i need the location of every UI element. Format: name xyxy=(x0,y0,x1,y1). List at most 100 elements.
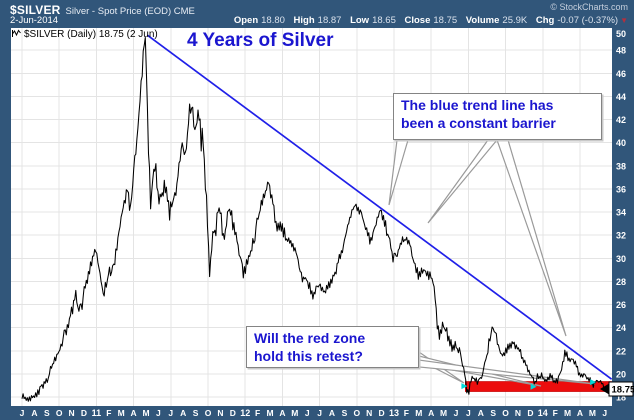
x-axis-label: J xyxy=(466,408,471,418)
x-axis-label: S xyxy=(490,408,496,418)
low-value: 18.65 xyxy=(372,15,396,26)
x-axis-label: J xyxy=(602,408,607,418)
redzone-callout-line2: hold this retest? xyxy=(254,348,363,365)
x-axis-label: A xyxy=(180,408,186,418)
chart-style-icon xyxy=(12,29,21,41)
quote-row: Open 18.80 High 18.87 Low 18.65 Close 18.75 … xyxy=(228,15,628,26)
trendline-callout: The blue trend line has been a constant … xyxy=(393,93,602,140)
x-axis-label: M xyxy=(440,408,447,418)
x-axis-label: M xyxy=(266,408,273,418)
volume-label: Volume xyxy=(465,15,500,26)
x-axis-label: N xyxy=(69,408,75,418)
y-axis-label: 22 xyxy=(616,346,626,356)
copyright-text: © StockCharts.com xyxy=(550,2,628,12)
x-axis-label: M xyxy=(564,408,571,418)
instrument-label: $SILVER (Daily) 18.75 (2 Jun) xyxy=(12,29,158,41)
x-axis-label: A xyxy=(577,408,583,418)
x-axis-label: J xyxy=(168,408,173,418)
x-axis-label: O xyxy=(502,408,509,418)
x-axis-label: A xyxy=(478,408,484,418)
y-axis-label: 42 xyxy=(616,115,626,125)
x-axis-label: 13 xyxy=(389,408,399,418)
ticker-description: Silver - Spot Price (EOD) CME xyxy=(65,6,195,17)
trendline-callout-line1: The blue trend line has xyxy=(401,97,554,113)
y-axis-label: 40 xyxy=(616,138,626,148)
x-axis-label: A xyxy=(428,408,434,418)
x-axis-label: J xyxy=(317,408,322,418)
x-axis-label: D xyxy=(527,408,533,418)
chg-down-arrow-icon: ▼ xyxy=(620,16,628,25)
y-axis-label: 48 xyxy=(616,46,626,56)
retest-marker-icon xyxy=(530,383,537,390)
x-axis-label: A xyxy=(329,408,335,418)
x-axis-label: M xyxy=(142,408,149,418)
x-axis-label: M xyxy=(589,408,596,418)
x-axis-label: A xyxy=(131,408,137,418)
x-axis-label: S xyxy=(342,408,348,418)
y-axis-label: 30 xyxy=(616,254,626,264)
y-axis-label: 46 xyxy=(616,69,626,79)
x-axis-label: F xyxy=(553,408,558,418)
x-axis-label: M xyxy=(118,408,125,418)
x-axis-label: J xyxy=(454,408,459,418)
y-axis-label: 26 xyxy=(616,300,626,310)
x-axis-label: S xyxy=(44,408,50,418)
x-axis-label: N xyxy=(515,408,521,418)
trendline-callout-line2: been a constant barrier xyxy=(401,115,556,132)
trendline-and-price-line xyxy=(21,34,613,402)
x-axis-label: A xyxy=(279,408,285,418)
x-axis-label: N xyxy=(366,408,372,418)
open-label: Open xyxy=(233,15,259,26)
instrument-label-text: $SILVER (Daily) 18.75 (2 Jun) xyxy=(24,29,158,40)
x-axis-label: O xyxy=(205,408,212,418)
y-axis-label: 20 xyxy=(616,369,626,379)
y-axis-label: 36 xyxy=(616,184,626,194)
volume-value: 25.9K xyxy=(502,15,528,26)
chg-label: Chg xyxy=(535,15,555,26)
y-axis-label: 28 xyxy=(616,277,626,287)
redzone-callout: Will the red zone hold this retest? xyxy=(246,326,419,368)
x-axis-label: O xyxy=(56,408,63,418)
y-axis-label: 38 xyxy=(616,161,626,171)
x-axis-label: N xyxy=(217,408,223,418)
price-flag-text: 18.75 xyxy=(612,385,634,396)
y-axis-label: 18 xyxy=(616,393,626,403)
price-flag-box xyxy=(608,381,634,397)
low-label: Low xyxy=(350,15,370,26)
y-axis-label: 34 xyxy=(616,208,626,218)
close-label: Close xyxy=(404,15,431,26)
x-axis-label: J xyxy=(20,408,25,418)
retest-marker-icon xyxy=(590,379,597,386)
open-value: 18.80 xyxy=(261,15,285,26)
close-value: 18.75 xyxy=(433,15,458,26)
x-axis-label: 14 xyxy=(538,408,548,418)
x-axis-label: F xyxy=(404,408,409,418)
x-axis-label: 12 xyxy=(240,408,250,418)
y-axis-label: 24 xyxy=(616,323,626,333)
x-axis-label: 11 xyxy=(92,408,102,418)
y-axis-label: 44 xyxy=(616,92,626,102)
header-title-row: $SILVER Silver - Spot Price (EOD) CME xyxy=(10,1,195,19)
axis-frame xyxy=(0,28,634,420)
chg-value: -0.07 (-0.37%) xyxy=(557,15,619,26)
ticker-symbol: $SILVER xyxy=(10,3,61,17)
x-axis-label: M xyxy=(291,408,298,418)
x-axis-label: F xyxy=(255,408,260,418)
y-axis-label: 32 xyxy=(616,231,626,241)
x-axis-label: D xyxy=(230,408,236,418)
chart-annotation-title: 4 Years of Silver xyxy=(187,30,334,51)
high-label: High xyxy=(293,15,315,26)
price-arrow-icon xyxy=(600,383,610,395)
chart-header: $SILVER Silver - Spot Price (EOD) CME © S… xyxy=(0,0,634,28)
x-axis-label: A xyxy=(31,408,37,418)
x-axis-label: D xyxy=(81,408,87,418)
x-axis-label: O xyxy=(353,408,360,418)
x-axis-label: D xyxy=(379,408,385,418)
x-axis-label: J xyxy=(305,408,310,418)
x-axis-label: M xyxy=(415,408,422,418)
x-axis-label: S xyxy=(193,408,199,418)
quote-date: 2-Jun-2014 xyxy=(10,15,59,26)
retest-marker-icon xyxy=(461,383,468,390)
